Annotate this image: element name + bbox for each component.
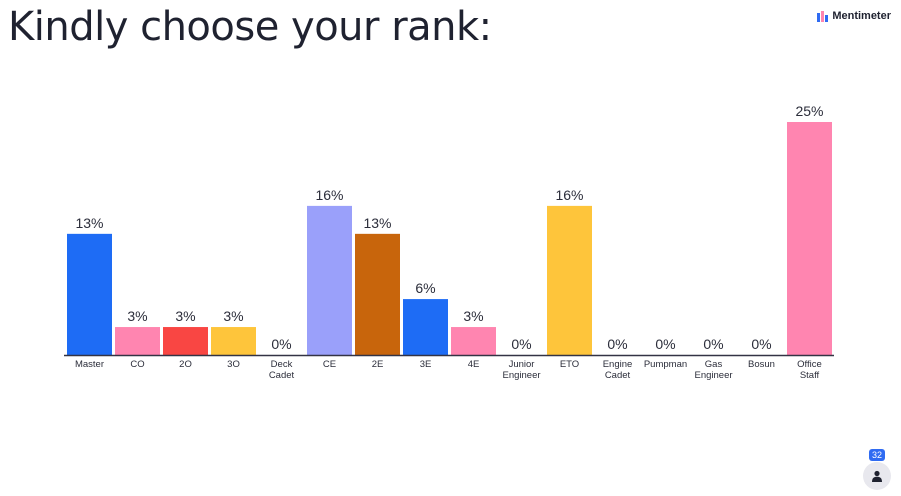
- data-label: 0%: [751, 336, 771, 352]
- category-label: Gas Engineer: [694, 359, 732, 381]
- data-label: 13%: [363, 215, 391, 231]
- category-label: ETO: [560, 359, 579, 370]
- bar: [67, 233, 112, 355]
- data-label: 3%: [175, 308, 195, 324]
- data-label: 0%: [655, 336, 675, 352]
- bar: [163, 327, 208, 355]
- category-label: Engine Cadet: [603, 359, 633, 381]
- data-label: 0%: [511, 336, 531, 352]
- category-label: 3E: [420, 359, 432, 370]
- participants-button[interactable]: 32: [863, 449, 891, 490]
- page-title: Kindly choose your rank:: [8, 4, 492, 50]
- category-label: Master: [75, 359, 104, 370]
- participant-count-badge: 32: [868, 449, 886, 461]
- data-label: 25%: [795, 103, 823, 119]
- data-label: 16%: [315, 187, 343, 203]
- data-label: 13%: [75, 215, 103, 231]
- bar: [451, 327, 496, 355]
- data-label: 3%: [127, 308, 147, 324]
- mentimeter-brand: Mentimeter: [817, 10, 891, 22]
- category-label: Office Staff: [797, 359, 822, 381]
- bar: [211, 327, 256, 355]
- category-label: 4E: [468, 359, 480, 370]
- category-label: CO: [130, 359, 144, 370]
- bar: [547, 205, 592, 355]
- brand-name: Mentimeter: [832, 10, 891, 22]
- category-label: Junior Engineer: [502, 359, 540, 381]
- bar: [307, 205, 352, 355]
- data-label: 6%: [415, 280, 435, 296]
- person-icon: [872, 470, 882, 482]
- data-label: 0%: [607, 336, 627, 352]
- category-label: Bosun: [748, 359, 775, 370]
- bar: [115, 327, 160, 355]
- data-label: 0%: [271, 336, 291, 352]
- category-label: 2O: [179, 359, 192, 370]
- category-label: CE: [323, 359, 336, 370]
- category-label: Pumpman: [644, 359, 687, 370]
- category-label: 2E: [372, 359, 384, 370]
- data-label: 3%: [223, 308, 243, 324]
- data-label: 0%: [703, 336, 723, 352]
- category-label: Deck Cadet: [269, 359, 295, 381]
- data-label: 16%: [555, 187, 583, 203]
- category-label: 3O: [227, 359, 240, 370]
- mentimeter-logo-icon: [817, 10, 829, 22]
- bar: [403, 299, 448, 355]
- data-label: 3%: [463, 308, 483, 324]
- bar: [787, 122, 832, 355]
- bar: [355, 233, 400, 355]
